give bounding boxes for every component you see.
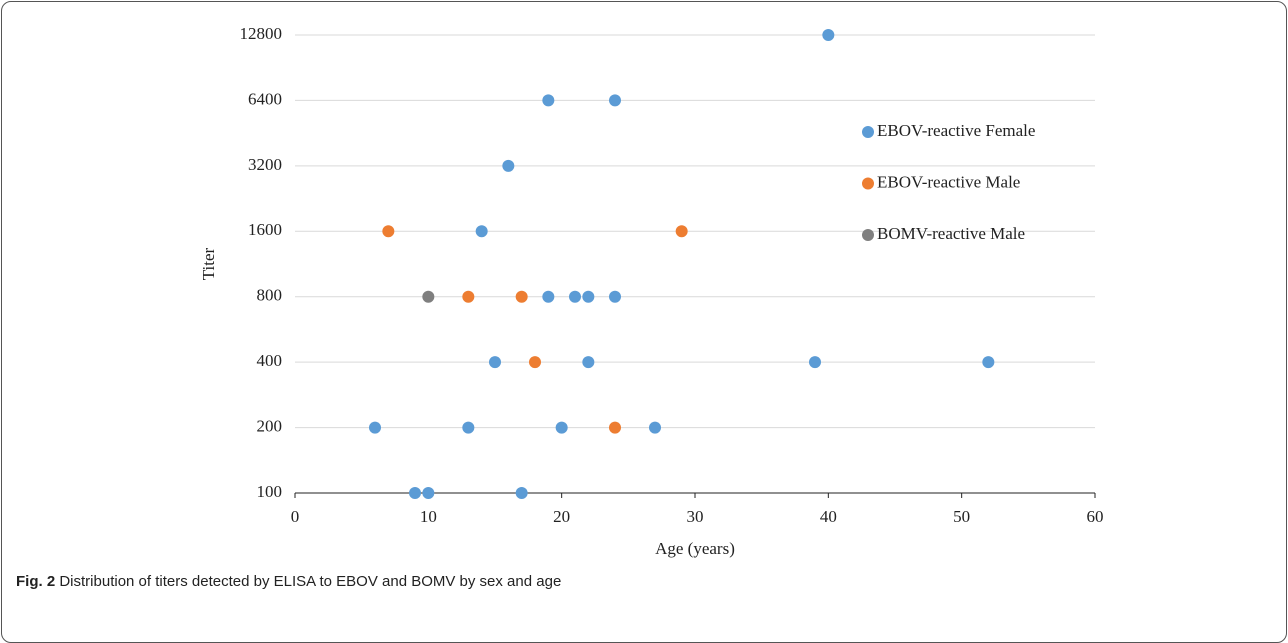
data-point bbox=[555, 421, 568, 434]
data-point bbox=[675, 225, 688, 238]
data-point bbox=[569, 290, 581, 303]
legend-marker bbox=[862, 177, 874, 190]
legend-marker bbox=[862, 126, 874, 138]
y-axis-title: Titer bbox=[199, 247, 218, 280]
y-tick-label: 12800 bbox=[240, 24, 283, 43]
data-point bbox=[649, 421, 661, 434]
data-point bbox=[609, 94, 621, 107]
data-point bbox=[462, 421, 475, 434]
caption-label: Fig. 2 bbox=[16, 573, 56, 590]
legend-label: EBOV-reactive Female bbox=[877, 121, 1035, 140]
data-point bbox=[475, 225, 488, 238]
data-point bbox=[822, 29, 835, 41]
data-point bbox=[422, 487, 435, 499]
x-tick-label: 30 bbox=[687, 507, 704, 526]
y-tick-label: 3200 bbox=[248, 155, 282, 174]
data-point bbox=[515, 487, 528, 499]
legend-marker bbox=[862, 229, 874, 241]
figure-caption: Fig. 2 Distribution of titers detected b… bbox=[16, 573, 561, 590]
data-point bbox=[489, 356, 501, 369]
data-point bbox=[515, 290, 528, 303]
x-axis-title: Age (years) bbox=[655, 539, 735, 558]
x-tick-label: 0 bbox=[291, 507, 300, 526]
data-point bbox=[409, 487, 421, 499]
x-tick-label: 40 bbox=[820, 507, 837, 526]
x-tick-label: 20 bbox=[553, 507, 570, 526]
data-point bbox=[609, 290, 621, 303]
y-tick-label: 400 bbox=[257, 351, 283, 370]
x-tick-label: 60 bbox=[1087, 507, 1104, 526]
data-point bbox=[982, 356, 995, 369]
y-tick-label: 800 bbox=[257, 286, 283, 305]
data-point bbox=[502, 159, 515, 172]
y-tick-label: 100 bbox=[257, 482, 283, 501]
data-point bbox=[609, 421, 621, 434]
data-point bbox=[582, 290, 595, 303]
data-point bbox=[382, 225, 395, 238]
data-point bbox=[542, 290, 555, 303]
x-tick-label: 50 bbox=[953, 507, 970, 526]
legend-label: EBOV-reactive Male bbox=[877, 172, 1020, 191]
y-tick-label: 1600 bbox=[248, 220, 282, 239]
data-point bbox=[582, 356, 595, 369]
x-tick-label: 10 bbox=[420, 507, 437, 526]
legend-label: BOMV-reactive Male bbox=[877, 224, 1025, 243]
y-tick-label: 200 bbox=[257, 416, 283, 435]
data-point bbox=[542, 94, 555, 107]
y-tick-label: 6400 bbox=[248, 89, 282, 108]
data-point bbox=[809, 356, 821, 369]
chart: Age (years) Titer 1002004008001600320064… bbox=[199, 24, 1104, 558]
data-point bbox=[462, 290, 475, 303]
data-point bbox=[529, 356, 541, 369]
data-point bbox=[422, 290, 435, 303]
caption-text: Distribution of titers detected by ELISA… bbox=[59, 573, 562, 590]
data-point bbox=[369, 421, 381, 434]
